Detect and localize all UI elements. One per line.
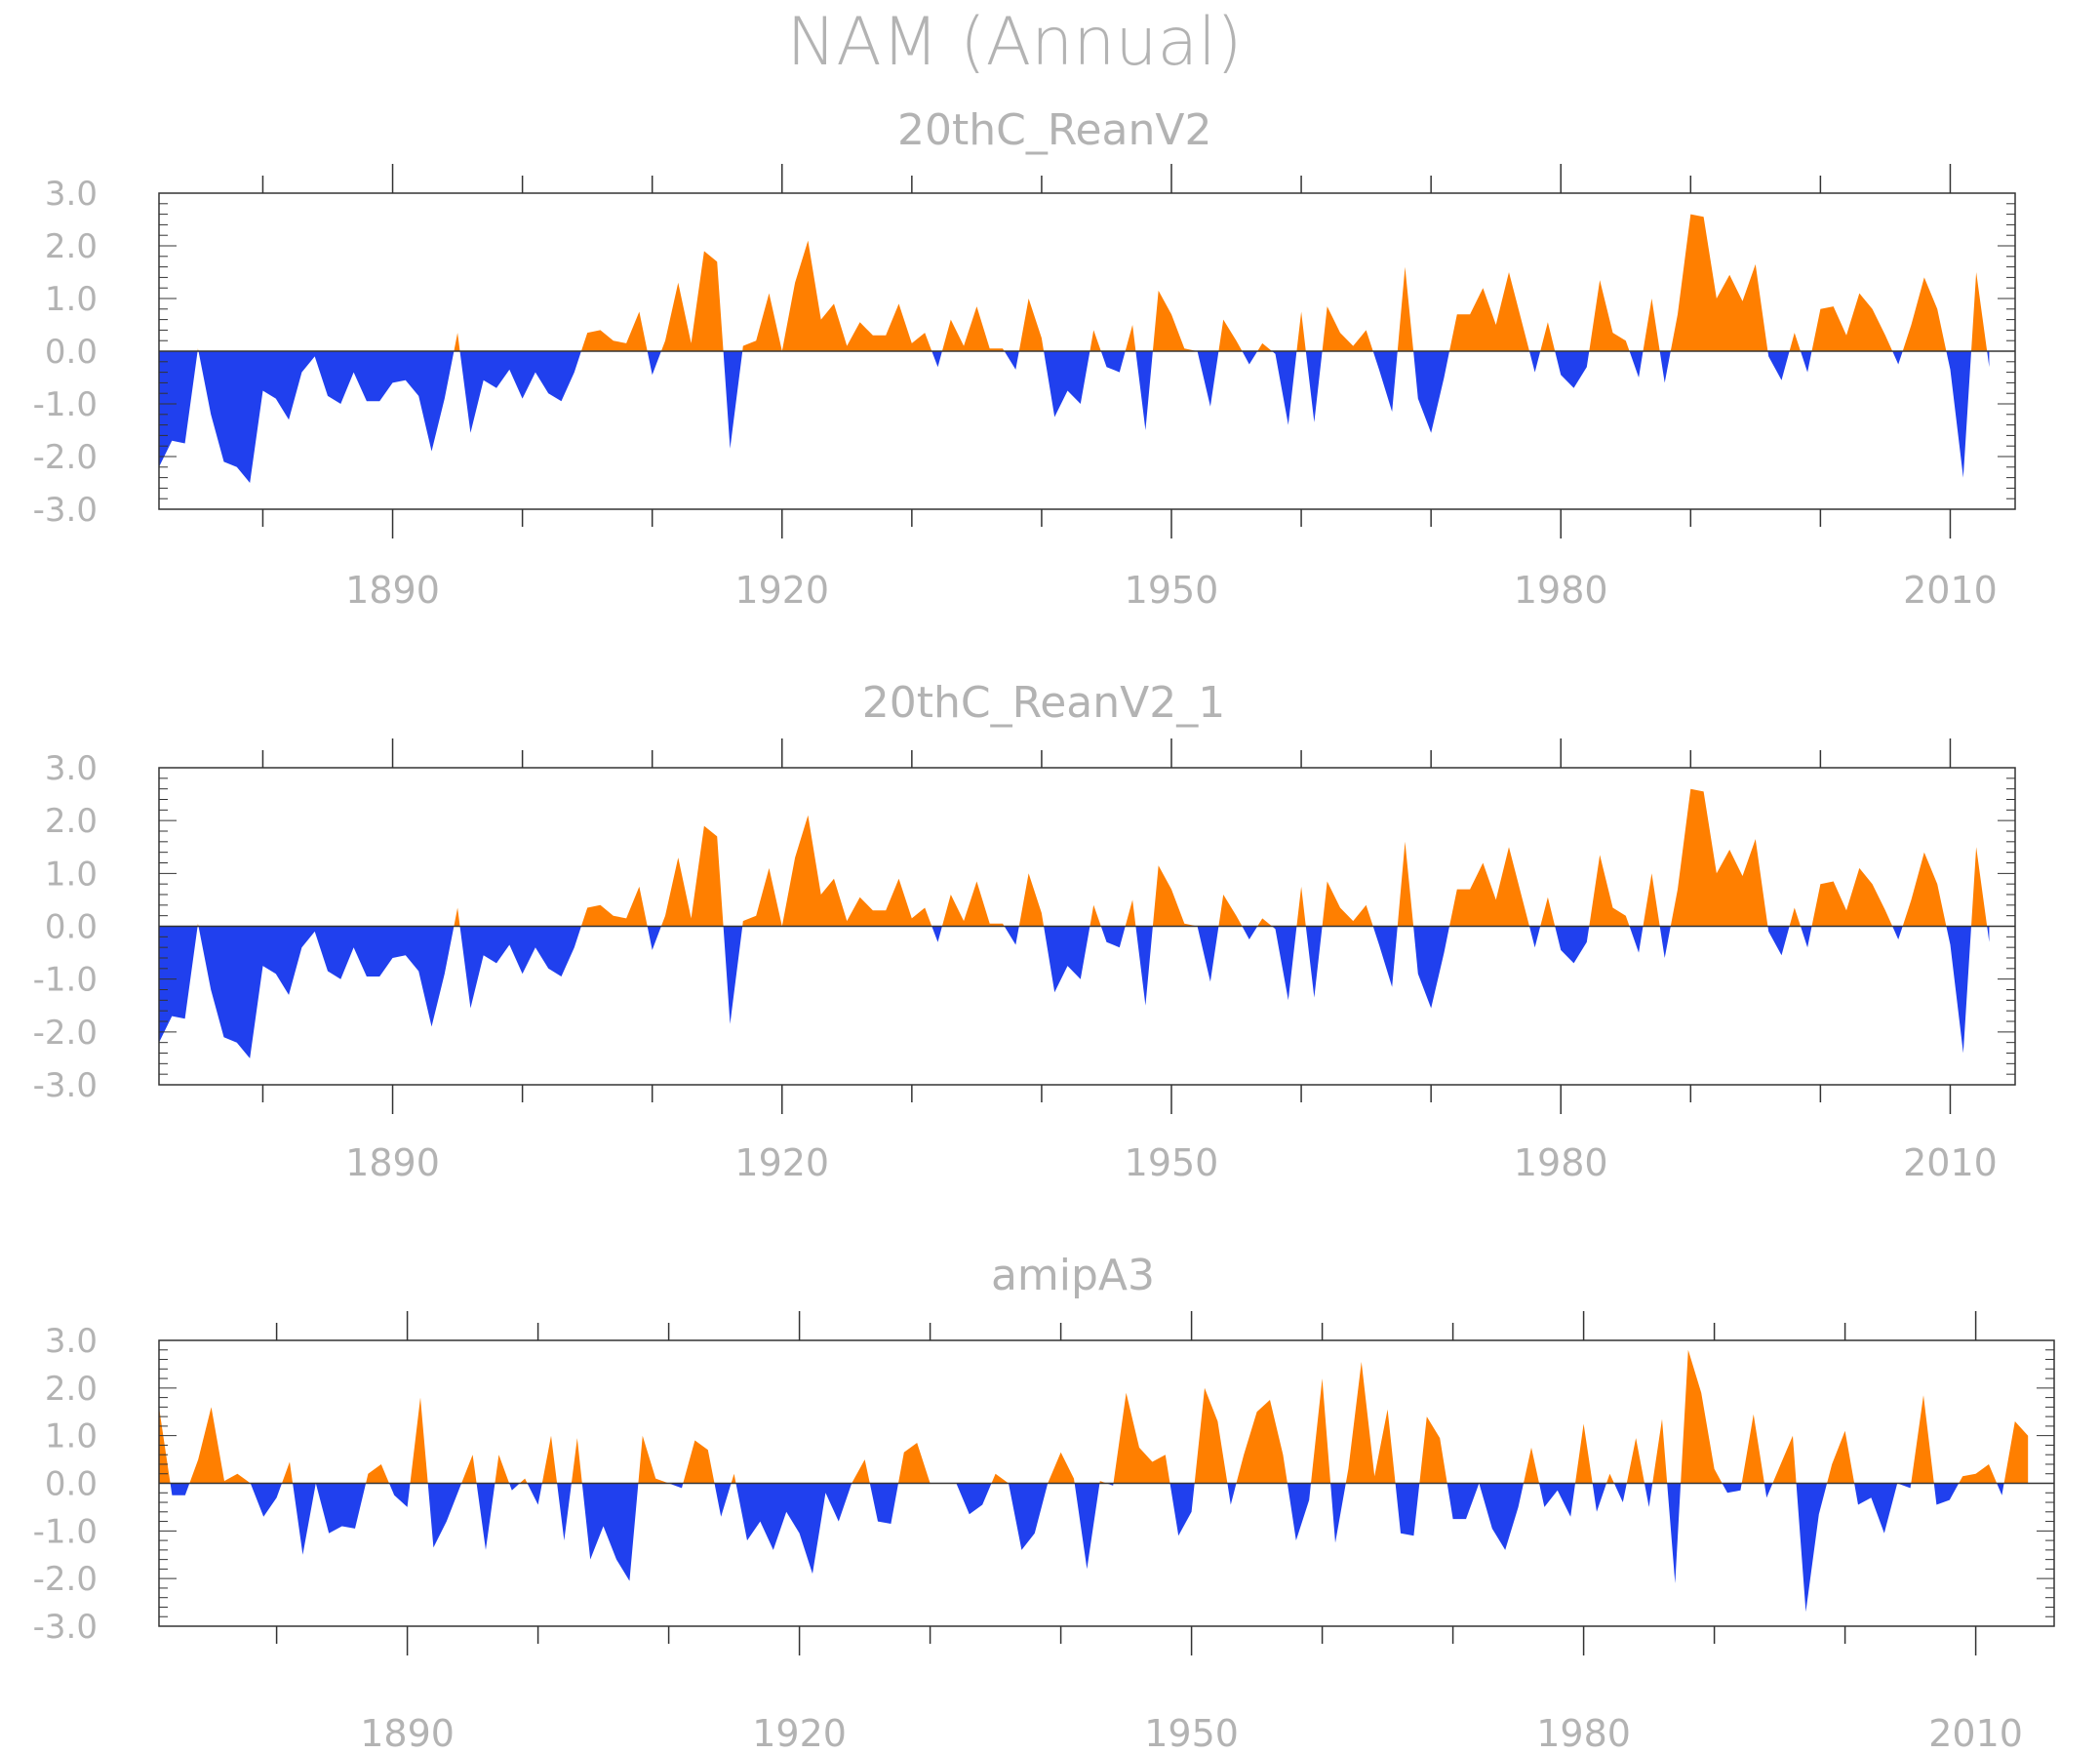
x-tick-label: 2010 [1903, 569, 1998, 612]
negative-area [159, 926, 1990, 1058]
x-tick-label: 1980 [1514, 569, 1608, 612]
y-tick-label: -3.0 [33, 491, 98, 530]
x-tick-label: 1890 [345, 1141, 440, 1184]
y-tick-label: -2.0 [33, 438, 98, 477]
y-tick-label: 1.0 [45, 1417, 98, 1456]
positive-area [197, 788, 1988, 927]
x-tick-label: 1920 [734, 1141, 829, 1184]
panel-title-2: 20thC_ReanV2_1 [861, 678, 1226, 728]
negative-area [170, 1483, 2004, 1613]
y-tick-label: -3.0 [33, 1608, 98, 1647]
y-tick-label: -2.0 [33, 1560, 98, 1599]
y-tick-label: -3.0 [33, 1066, 98, 1105]
negative-area [159, 351, 1990, 483]
x-tick-label: 1950 [1125, 569, 1219, 612]
x-tick-label: 1920 [752, 1712, 847, 1754]
y-tick-label: 3.0 [45, 749, 98, 788]
x-tick-label: 1950 [1144, 1712, 1239, 1754]
positive-area [159, 1349, 2029, 1484]
x-tick-label: 1920 [734, 569, 829, 612]
y-tick-label: -1.0 [33, 961, 98, 1000]
panel-title-1: 20thC_ReanV2 [897, 105, 1212, 155]
x-tick-label: 1890 [345, 569, 440, 612]
y-tick-label: -1.0 [33, 1512, 98, 1551]
main-title: NAM (Annual) [786, 4, 1243, 81]
panel-title-3: amipA3 [990, 1251, 1156, 1300]
y-tick-label: 2.0 [45, 1370, 98, 1409]
x-tick-label: 2010 [1903, 1141, 1998, 1184]
y-tick-label: -1.0 [33, 385, 98, 424]
x-tick-label: 1980 [1536, 1712, 1631, 1754]
y-tick-label: 0.0 [45, 333, 98, 372]
y-tick-label: 2.0 [45, 802, 98, 841]
x-tick-label: 1950 [1125, 1141, 1219, 1184]
y-tick-label: 3.0 [45, 1322, 98, 1361]
panel-2: 3.0 2.0 1.0 0.0 -1.0 -2.0 -3.0 1890 1920 1950 1980… [33, 738, 2016, 1184]
y-tick-label: 1.0 [45, 855, 98, 894]
y-tick-label: 0.0 [45, 908, 98, 947]
panel-1: 3.0 2.0 1.0 0.0 -1.0 -2.0 -3.0 1890 1920 1950 1980… [33, 164, 2016, 612]
y-tick-label: 0.0 [45, 1465, 98, 1504]
y-tick-label: 2.0 [45, 227, 98, 266]
panel-3: 3.0 2.0 1.0 0.0 -1.0 -2.0 -3.0 1890 1920 1950 1980… [33, 1311, 2055, 1754]
x-tick-label: 1980 [1514, 1141, 1608, 1184]
x-tick-label: 1890 [360, 1712, 455, 1754]
positive-area [197, 214, 1988, 351]
y-tick-label: -2.0 [33, 1014, 98, 1053]
x-tick-label: 2010 [1928, 1712, 2023, 1754]
y-tick-label: 3.0 [45, 175, 98, 214]
y-tick-label: 1.0 [45, 280, 98, 319]
